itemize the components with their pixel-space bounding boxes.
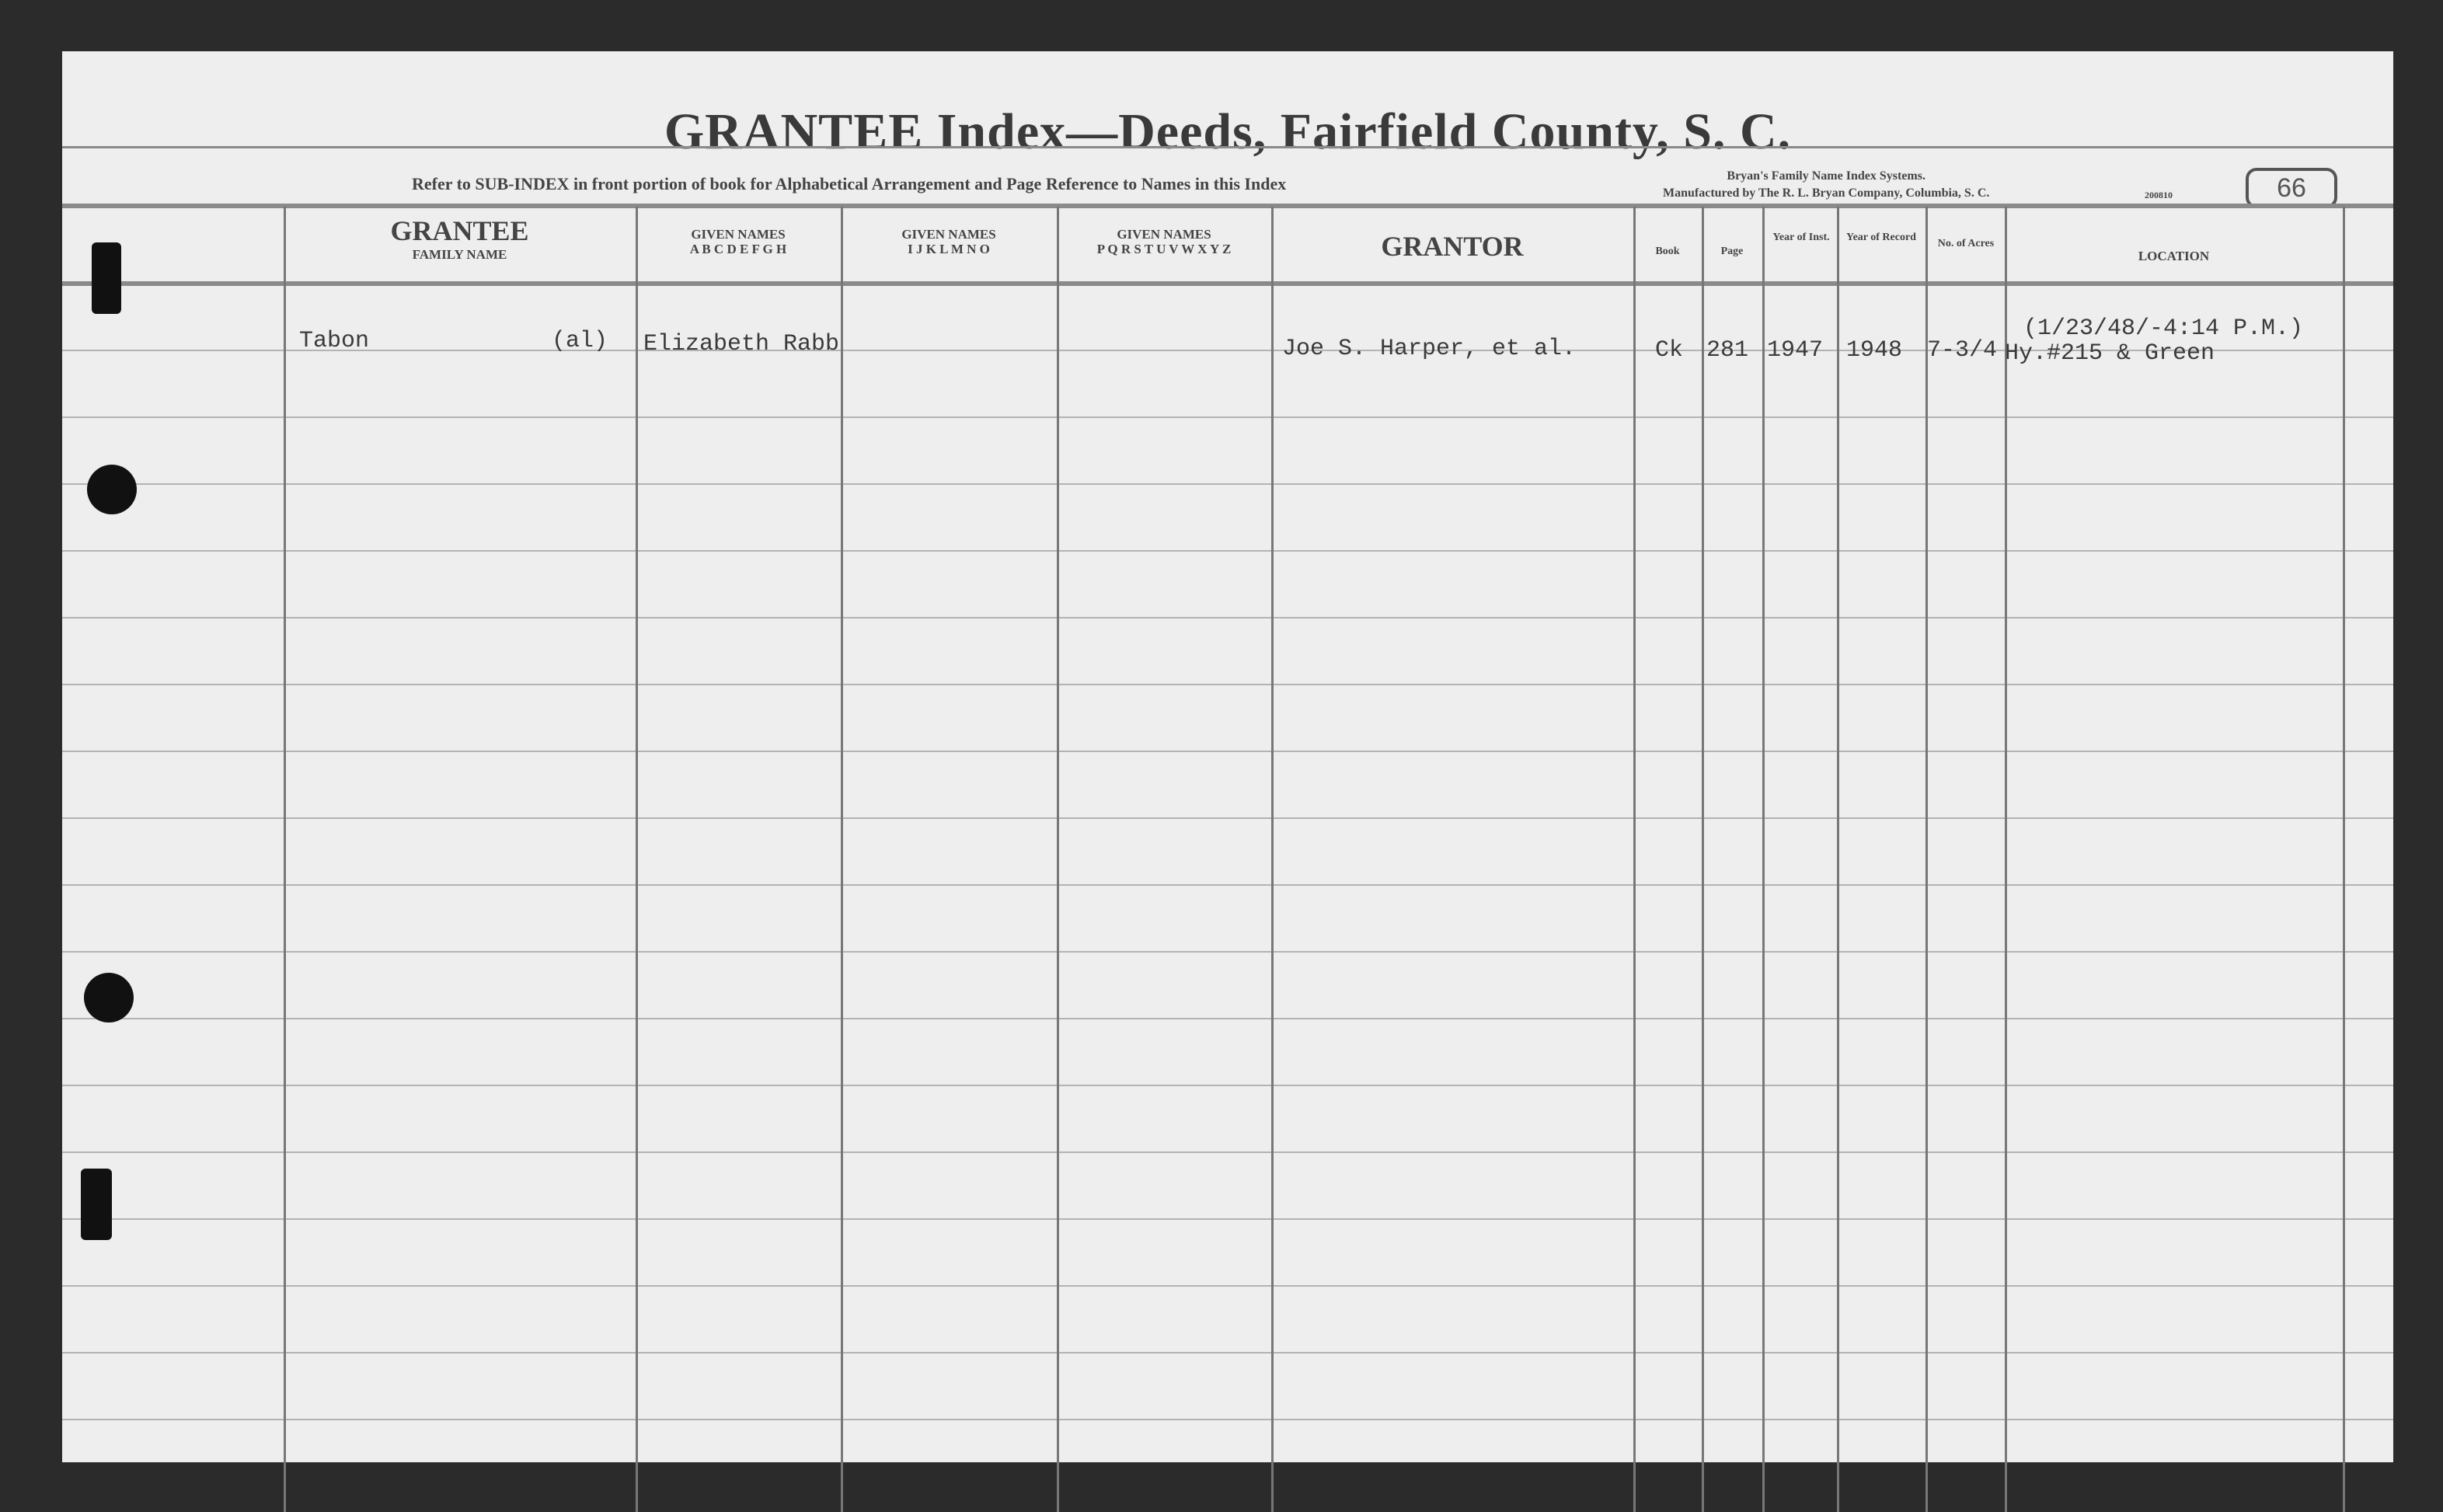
header-grantor: GRANTOR [1381,231,1524,262]
given-letters: I J K L M N O [908,242,990,256]
column-divider [1271,207,1274,1512]
header-year-record: Year of Record [1846,232,1916,243]
refer-note: Refer to SUB-INDEX in front portion of b… [412,174,1287,193]
binder-slot [92,242,121,314]
location-line-1: (1/23/48/-4:14 P.M.) [2023,315,2304,342]
column-divider [2343,207,2345,1512]
divider [62,281,2393,286]
divider [62,204,2393,208]
column-divider [841,207,843,1512]
page: 281 [1706,337,1749,364]
header-year-inst: Year of Inst. [1772,232,1830,243]
header-given-p-z: GIVEN NAMES P Q R S T U V W X Y Z [1057,227,1271,256]
family-note: (al) [552,328,608,354]
given-label: GIVEN NAMES [691,227,786,242]
form-number: 200810 [2145,190,2173,200]
family-name: Tabon [299,328,370,354]
column-divider [1702,207,1704,1512]
family-name-label: FAMILY NAME [412,247,507,262]
location-line-2: Hy.#215 & Green [2005,340,2215,367]
given-letters: A B C D E F G H [689,242,787,256]
column-divider [1762,207,1765,1512]
year-record: 1948 [1846,337,1903,364]
maker-line-2: Manufactured by The R. L. Bryan Company,… [1663,186,1990,200]
header-given-i-o: GIVEN NAMES I J K L M N O [841,227,1057,256]
header-book: Book [1655,246,1680,257]
divider [62,146,2393,148]
given-label: GIVEN NAMES [1117,227,1211,242]
maker-line-1: Bryan's Family Name Index Systems. [1727,169,1925,183]
header-acres: No. of Acres [1937,238,1995,249]
header-location: LOCATION [2138,249,2210,263]
book: Ck [1655,337,1684,364]
page-number: 66 [2246,168,2337,208]
header-given-a-h: GIVEN NAMES A B C D E F G H [636,227,841,256]
acres: 7-3/4 [1927,337,1998,364]
given-letters: P Q R S T U V W X Y Z [1096,242,1232,256]
given-name: Elizabeth Rabb [643,331,840,357]
binder-slot [81,1169,112,1240]
index-card: GRANTEE Index—Deeds, Fairfield County, S… [62,51,2393,1512]
header-page: Page [1720,246,1744,257]
column-divider [1837,207,1839,1512]
ruled-rows [62,284,2393,1450]
column-divider [1633,207,1636,1512]
column-divider [636,207,638,1512]
given-label: GIVEN NAMES [901,227,996,242]
manufacturer-note: Bryan's Family Name Index Systems. Manuf… [1663,168,1989,202]
year-inst: 1947 [1767,337,1824,364]
column-divider [1925,207,1928,1512]
page-title: GRANTEE Index—Deeds, Fairfield County, S… [664,103,1792,160]
column-divider [2005,207,2007,1512]
grantor-name: Joe S. Harper, et al. [1282,336,1577,362]
binder-hole [87,465,137,514]
column-divider [284,207,286,1512]
header-grantee: GRANTEE FAMILY NAME [284,214,636,262]
grantee-label: GRANTEE [390,215,529,246]
column-divider [1057,207,1059,1512]
binder-hole [84,973,134,1023]
